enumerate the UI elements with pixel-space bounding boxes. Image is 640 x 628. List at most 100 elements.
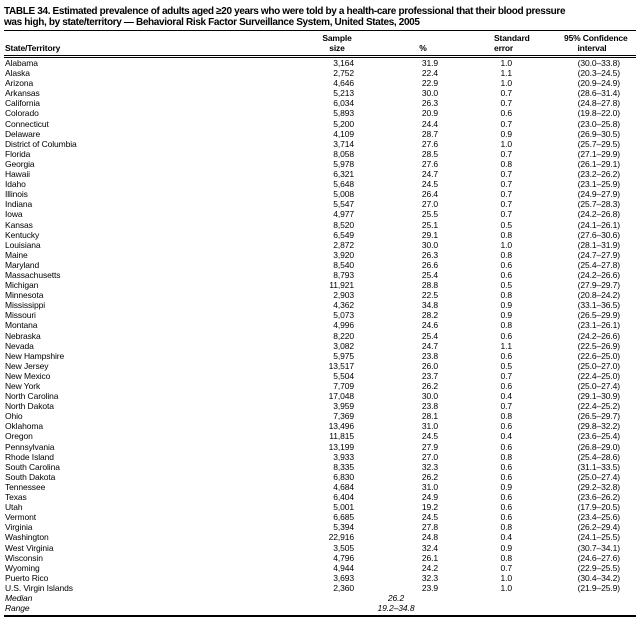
cell-sample-size: 4,996	[333, 320, 354, 331]
cell-standard-error: 0.7	[500, 118, 512, 129]
cell-state: Wisconsin	[5, 552, 43, 563]
cell-state: Oklahoma	[5, 421, 43, 432]
cell-standard-error: 0.6	[500, 269, 512, 280]
cell-confidence-interval: (19.8–22.0)	[577, 108, 620, 119]
cell-confidence-interval: (23.1–25.9)	[577, 179, 620, 190]
cell-sample-size: 11,815	[329, 431, 354, 442]
cell-percent: 24.5	[421, 512, 438, 523]
cell-state: Minnesota	[5, 290, 44, 301]
table-row: Arizona 4,646 22.9 1.0 (20.9–24.9)	[4, 78, 636, 88]
cell-sample-size: 6,549	[333, 229, 354, 240]
table-row: Pennsylvania 13,199 27.9 0.6 (26.8–29.0)	[4, 442, 636, 452]
cell-confidence-interval: (20.9–24.9)	[577, 78, 620, 89]
cell-state: Florida	[5, 148, 31, 159]
table-title: TABLE 34. Estimated prevalence of adults…	[4, 6, 636, 28]
cell-standard-error: 0.7	[500, 209, 512, 220]
cell-sample-size: 6,685	[333, 512, 354, 523]
cell-sample-size: 5,073	[333, 310, 354, 321]
cell-sample-size: 5,008	[333, 189, 354, 200]
cell-sample-size: 5,975	[333, 350, 354, 361]
cell-state: Louisiana	[5, 239, 41, 250]
cell-state: Nevada	[5, 340, 34, 351]
cell-sample-size: 22,916	[328, 532, 355, 543]
cell-state: Utah	[5, 502, 23, 513]
cell-standard-error: 0.6	[500, 259, 512, 270]
cell-standard-error: 0.9	[500, 310, 512, 321]
cell-state: Hawaii	[5, 169, 30, 180]
cell-percent: 24.4	[421, 118, 438, 129]
cell-percent: 31.9	[421, 58, 438, 68]
table-row: North Dakota 3,959 23.8 0.7 (22.4–25.2)	[4, 401, 636, 411]
cell-standard-error: 0.7	[500, 179, 512, 190]
summary-empty-cell	[438, 593, 512, 603]
cell-sample-size: 8,540	[333, 259, 354, 270]
col-header-percent: %	[354, 30, 438, 58]
cell-confidence-interval: (26.2–29.4)	[577, 522, 620, 533]
table-row: Maryland 8,540 26.6 0.6 (25.4–27.8)	[4, 260, 636, 270]
cell-percent: 19.2	[421, 502, 438, 513]
cell-standard-error: 0.4	[500, 532, 512, 543]
cell-sample-size: 4,944	[333, 562, 354, 573]
cell-sample-size: 5,213	[333, 88, 354, 99]
cell-standard-error: 0.8	[500, 320, 512, 331]
cell-confidence-interval: (28.6–31.4)	[577, 88, 620, 99]
table-row: Montana 4,996 24.6 0.8 (23.1–26.1)	[4, 320, 636, 330]
table-row: Maine 3,920 26.3 0.8 (24.7–27.9)	[4, 250, 636, 260]
cell-standard-error: 0.7	[500, 98, 512, 109]
cell-percent: 27.0	[421, 199, 438, 210]
cell-state: Kentucky	[5, 229, 40, 240]
cell-standard-error: 0.7	[500, 401, 512, 412]
cell-confidence-interval: (26.9–30.5)	[577, 128, 620, 139]
cell-percent: 20.9	[421, 108, 438, 119]
cell-standard-error: 0.9	[500, 300, 512, 311]
cell-sample-size: 13,199	[328, 441, 355, 452]
cell-standard-error: 0.6	[500, 502, 512, 513]
cell-confidence-interval: (26.5–29.9)	[577, 310, 620, 321]
table-row: District of Columbia 3,714 27.6 1.0 (25.7–29…	[4, 139, 636, 149]
col-header-state: State/Territory	[4, 30, 254, 58]
cell-state: Pennsylvania	[5, 441, 55, 452]
cell-sample-size: 2,903	[333, 290, 354, 301]
summary-row: Median 26.2	[4, 593, 636, 603]
summary-empty-cell	[512, 593, 636, 603]
cell-state: Maine	[5, 249, 28, 260]
table-row: New Hampshire 5,975 23.8 0.6 (22.6–25.0)	[4, 351, 636, 361]
summary-empty-cell	[512, 603, 636, 618]
cell-sample-size: 5,504	[333, 370, 354, 381]
cell-sample-size: 6,321	[333, 169, 354, 180]
cell-percent: 29.1	[421, 229, 438, 240]
cell-percent: 23.7	[421, 370, 438, 381]
cell-state: Idaho	[5, 179, 26, 190]
cell-confidence-interval: (24.2–26.6)	[577, 330, 620, 341]
table-row: Connecticut 5,200 24.4 0.7 (23.0–25.8)	[4, 119, 636, 129]
cell-standard-error: 1.0	[500, 582, 512, 593]
cell-state: North Carolina	[5, 391, 59, 402]
cell-state: Kansas	[5, 219, 33, 230]
cell-sample-size: 7,709	[333, 381, 354, 391]
cell-standard-error: 0.8	[500, 229, 512, 240]
table-header: State/Territory Sample size % Standard e…	[4, 30, 636, 58]
table-row: Utah 5,001 19.2 0.6 (17.9–20.5)	[4, 502, 636, 512]
cell-state: Iowa	[5, 209, 23, 220]
col-header-confidence-interval: 95% Confidence interval	[512, 30, 636, 58]
cell-sample-size: 6,830	[333, 471, 354, 482]
cell-confidence-interval: (30.7–34.1)	[577, 542, 620, 553]
cell-standard-error: 0.6	[500, 330, 512, 341]
table-row: Kentucky 6,549 29.1 0.8 (27.6–30.6)	[4, 230, 636, 240]
cell-percent: 26.1	[421, 552, 438, 563]
table-row: Indiana 5,547 27.0 0.7 (25.7–28.3)	[4, 199, 636, 209]
cell-confidence-interval: (24.2–26.6)	[577, 269, 620, 280]
table-row: New Jersey 13,517 26.0 0.5 (25.0–27.0)	[4, 361, 636, 371]
cell-percent: 25.4	[421, 269, 438, 280]
cell-state: Massachusetts	[5, 269, 61, 280]
cell-percent: 26.0	[421, 360, 438, 371]
table-row: Illinois 5,008 26.4 0.7 (24.9–27.9)	[4, 189, 636, 199]
cell-sample-size: 3,082	[333, 340, 354, 351]
cell-sample-size: 2,360	[333, 582, 354, 593]
cell-percent: 23.9	[421, 582, 438, 593]
cell-confidence-interval: (25.0–27.0)	[577, 360, 620, 371]
cell-standard-error: 0.4	[500, 391, 512, 402]
table-row: California 6,034 26.3 0.7 (24.8–27.8)	[4, 98, 636, 108]
cell-state: Montana	[5, 320, 38, 331]
table-row: Oregon 11,815 24.5 0.4 (23.6–25.4)	[4, 431, 636, 441]
